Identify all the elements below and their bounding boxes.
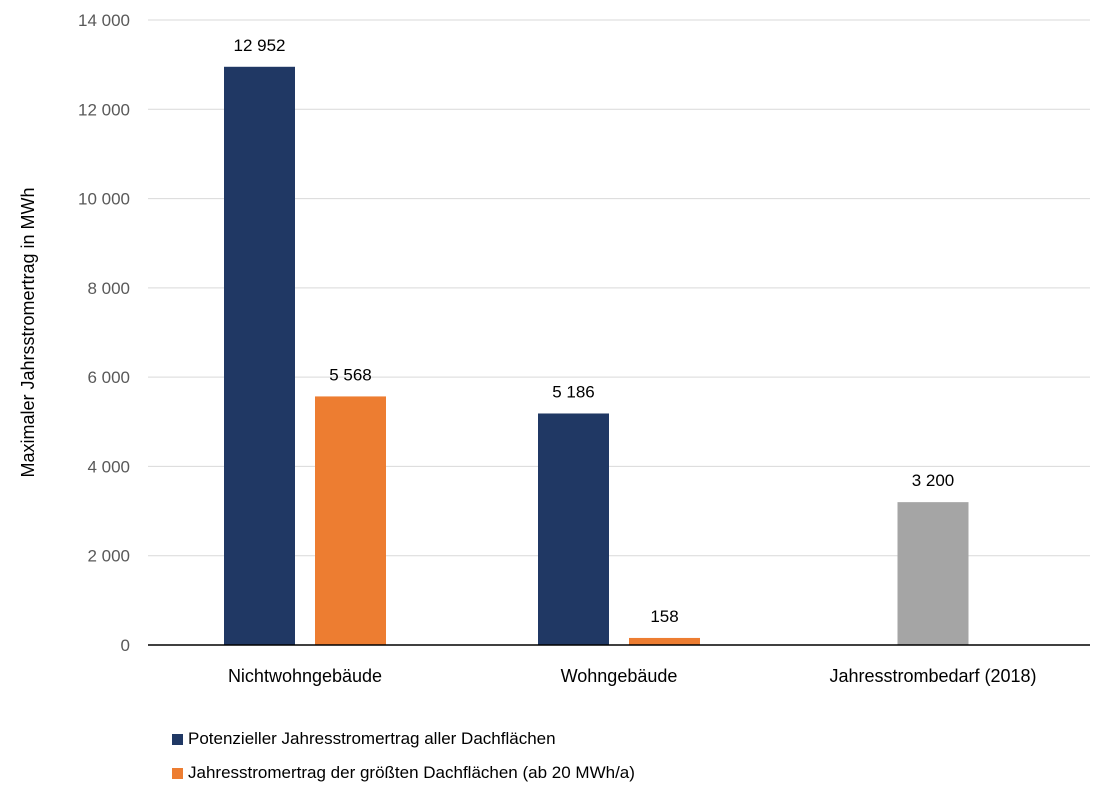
data-label: 12 952 xyxy=(234,36,286,55)
legend: Potenzieller Jahresstromertrag aller Dac… xyxy=(172,727,635,795)
y-tick-label: 4 000 xyxy=(87,457,130,476)
y-tick-label: 0 xyxy=(121,636,130,655)
data-label: 158 xyxy=(650,607,678,626)
category-labels: Nichtwohngebäude Wohngebäude Jahresstrombe… xyxy=(228,666,1037,686)
x-category-label: Nichtwohngebäude xyxy=(228,666,382,686)
y-tick-label: 6 000 xyxy=(87,368,130,387)
legend-label-all-roofs: Potenzieller Jahresstromertrag aller Dac… xyxy=(188,729,556,748)
legend-swatch-navy xyxy=(172,733,183,745)
data-label: 3 200 xyxy=(912,471,955,490)
data-label: 5 568 xyxy=(329,365,372,384)
legend-item-all-roofs: Potenzieller Jahresstromertrag aller Dac… xyxy=(172,727,635,751)
x-category-label: Wohngebäude xyxy=(561,666,678,686)
bar xyxy=(315,396,386,645)
y-tick-label: 12 000 xyxy=(78,100,130,119)
bar xyxy=(897,502,969,645)
y-tick-label: 14 000 xyxy=(78,11,130,30)
legend-swatch-orange xyxy=(172,767,183,779)
legend-item-largest-roofs: Jahresstromertrag der größten Dachfläche… xyxy=(172,761,635,785)
x-category-label: Jahresstrombedarf (2018) xyxy=(829,666,1036,686)
y-tick-label: 8 000 xyxy=(87,279,130,298)
bar xyxy=(538,413,609,645)
gridlines xyxy=(148,19,1090,557)
legend-label-largest-roofs: Jahresstromertrag der größten Dachfläche… xyxy=(188,763,635,782)
bar xyxy=(629,637,700,645)
y-tick-label: 2 000 xyxy=(87,547,130,566)
bar xyxy=(224,66,295,646)
y-axis-title: Maximaler Jahrsstromertrag in MWh xyxy=(18,187,38,477)
data-label: 5 186 xyxy=(552,382,595,401)
y-tick-label: 10 000 xyxy=(78,190,130,209)
data-labels: 12 952 5 568 5 186 158 3 200 xyxy=(234,36,955,626)
y-axis-ticks: 0 2 000 4 000 6 000 8 000 10 000 12 000 14 000 xyxy=(78,11,130,655)
bars xyxy=(224,66,969,646)
